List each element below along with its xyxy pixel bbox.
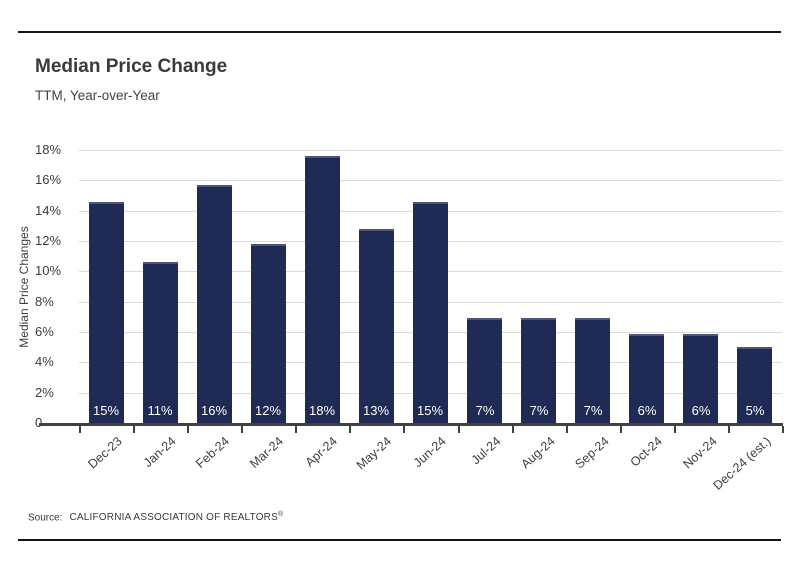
x-axis-tick bbox=[674, 426, 676, 433]
x-tick-label: Jun-24 bbox=[410, 434, 449, 470]
bar bbox=[305, 156, 340, 423]
x-axis-tick bbox=[133, 426, 135, 433]
bar-value-label: 15% bbox=[416, 403, 444, 418]
x-tick-label: Dec-23 bbox=[85, 434, 125, 472]
y-tick-label: 0 bbox=[35, 415, 42, 431]
y-tick-label: 12% bbox=[35, 233, 62, 248]
x-tick-label: Jan-24 bbox=[140, 434, 179, 470]
y-gridline bbox=[79, 180, 782, 181]
bar bbox=[89, 202, 124, 423]
top-divider bbox=[18, 31, 781, 33]
bar bbox=[737, 347, 772, 423]
bar-value-label: 6% bbox=[637, 403, 657, 418]
bar-value-label: 6% bbox=[691, 403, 711, 418]
x-axis-tick bbox=[728, 426, 730, 433]
x-tick-label: Dec-24 (est.) bbox=[710, 434, 774, 493]
x-tick-label: Mar-24 bbox=[247, 434, 287, 471]
x-axis-tick bbox=[403, 426, 405, 433]
x-axis-line bbox=[39, 423, 783, 426]
bar-value-label: 7% bbox=[475, 403, 495, 418]
y-tick-label: 2% bbox=[35, 385, 54, 400]
bar-value-label: 5% bbox=[745, 403, 765, 418]
x-tick-label: May-24 bbox=[354, 434, 395, 473]
bar-value-label: 11% bbox=[147, 403, 173, 418]
bar bbox=[197, 185, 232, 423]
x-axis-tick bbox=[512, 426, 514, 433]
x-axis-tick bbox=[458, 426, 460, 433]
x-tick-label: Feb-24 bbox=[193, 434, 233, 471]
x-tick-label: Jul-24 bbox=[468, 434, 504, 468]
x-tick-label: Nov-24 bbox=[680, 434, 720, 472]
chart-subtitle: TTM, Year-over-Year bbox=[35, 88, 160, 103]
bar-value-label: 7% bbox=[583, 403, 603, 418]
x-axis-tick bbox=[782, 426, 784, 433]
y-tick-label: 14% bbox=[35, 203, 62, 218]
bar-value-label: 13% bbox=[362, 403, 390, 418]
x-tick-label: Sep-24 bbox=[572, 434, 612, 472]
bar bbox=[629, 334, 664, 423]
bar bbox=[683, 334, 718, 423]
bar bbox=[143, 262, 178, 423]
bar-value-label: 7% bbox=[529, 403, 549, 418]
x-axis-tick bbox=[295, 426, 297, 433]
y-tick-label: 8% bbox=[35, 294, 54, 309]
registered-trademark-symbol: ® bbox=[277, 511, 284, 518]
chart-title: Median Price Change bbox=[35, 56, 228, 77]
bottom-divider bbox=[18, 539, 781, 541]
bar bbox=[359, 229, 394, 423]
bar bbox=[575, 318, 610, 423]
x-tick-label: Apr-24 bbox=[303, 434, 341, 470]
source-note: Source: CALIFORNIA ASSOCIATION OF REALTOR… bbox=[28, 511, 283, 523]
source-label: Source: bbox=[28, 512, 63, 524]
bar bbox=[521, 318, 556, 423]
bar bbox=[413, 202, 448, 423]
source-text: CALIFORNIA ASSOCIATION OF REALTORS bbox=[69, 512, 278, 524]
bar-value-label: 15% bbox=[92, 403, 120, 418]
bar bbox=[251, 244, 286, 423]
y-tick-label: 4% bbox=[35, 354, 54, 369]
x-axis-tick bbox=[187, 426, 189, 433]
x-axis-tick bbox=[620, 426, 622, 433]
x-axis-tick bbox=[349, 426, 351, 433]
bar-value-label: 18% bbox=[308, 403, 336, 418]
bar bbox=[467, 318, 502, 423]
bar-value-label: 16% bbox=[200, 403, 228, 418]
y-tick-label: 16% bbox=[35, 172, 62, 187]
x-axis-tick bbox=[79, 426, 81, 433]
y-gridline bbox=[79, 150, 782, 151]
x-tick-label: Oct-24 bbox=[628, 434, 666, 470]
x-tick-label: Aug-24 bbox=[518, 434, 558, 472]
bar-value-label: 12% bbox=[254, 403, 282, 418]
x-axis-tick bbox=[241, 426, 243, 433]
y-tick-label: 10% bbox=[35, 263, 62, 278]
y-tick-label: 18% bbox=[35, 142, 62, 157]
x-axis-tick bbox=[566, 426, 568, 433]
y-tick-label: 6% bbox=[35, 324, 54, 339]
